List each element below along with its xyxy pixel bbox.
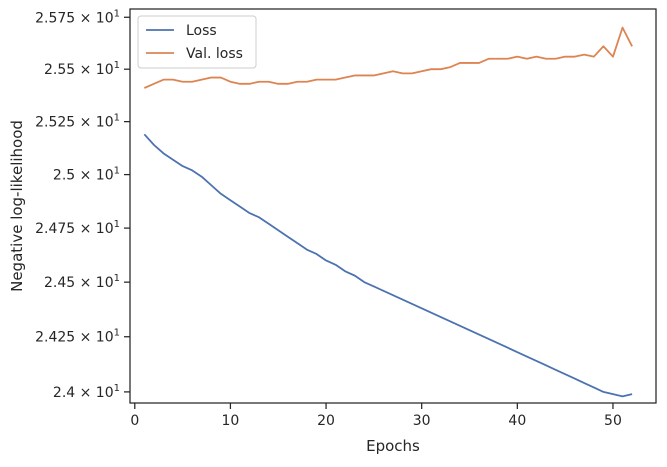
x-tick-label: 0 bbox=[130, 413, 139, 429]
legend-box bbox=[137, 15, 257, 69]
x-axis-label: Epochs bbox=[366, 437, 420, 455]
y-tick-label: 2.525 × 101 bbox=[35, 113, 120, 131]
x-tick-label: 10 bbox=[222, 413, 240, 429]
y-tick-label: 2.4 × 101 bbox=[53, 383, 120, 401]
x-tick-label: 40 bbox=[508, 413, 526, 429]
series-line-loss bbox=[143, 133, 633, 398]
y-tick-label: 2.45 × 101 bbox=[44, 273, 120, 291]
x-tick-label: 20 bbox=[317, 413, 335, 429]
y-tick-label: 2.5 × 101 bbox=[53, 166, 120, 184]
legend-label-val-loss: Val. loss bbox=[186, 46, 243, 62]
legend: Loss Val. loss bbox=[137, 15, 257, 69]
series-layer bbox=[143, 26, 633, 398]
plot-frame bbox=[129, 8, 657, 404]
x-axis-ticks: 0 10 20 30 40 50 bbox=[130, 403, 622, 429]
series-line-val-loss bbox=[143, 26, 633, 89]
y-tick-label: 2.55 × 101 bbox=[44, 60, 120, 78]
y-axis-ticks: 2.4 × 101 2.425 × 101 2.45 × 101 2.475 × 10… bbox=[35, 8, 130, 401]
y-axis-label: Negative log-likelihood bbox=[8, 120, 26, 292]
y-tick-label: 2.475 × 101 bbox=[35, 219, 120, 237]
plot-area bbox=[130, 9, 656, 403]
x-tick-label: 50 bbox=[604, 413, 622, 429]
y-tick-label: 2.425 × 101 bbox=[35, 328, 120, 346]
legend-label-loss: Loss bbox=[186, 23, 217, 39]
y-tick-label: 2.575 × 101 bbox=[35, 8, 120, 26]
x-tick-label: 30 bbox=[413, 413, 431, 429]
